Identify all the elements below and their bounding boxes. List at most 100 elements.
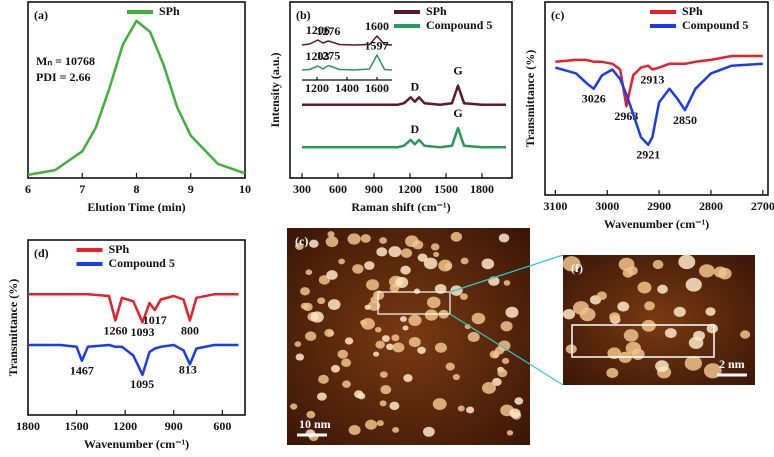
stm-feature [423, 257, 438, 270]
stm-feature [360, 319, 367, 326]
stm-feature [300, 287, 310, 296]
band-label: D [410, 122, 419, 136]
stm-feature [426, 296, 441, 309]
stm-feature [389, 284, 400, 293]
stm-feature [325, 236, 339, 248]
stm-feature [433, 251, 440, 257]
stm-feature [306, 410, 316, 419]
peak-label: 1275 [316, 48, 340, 62]
stm-feature [494, 346, 505, 355]
stm-feature [713, 266, 727, 278]
x-tick-label: 1500 [65, 419, 89, 433]
x-tick-label: 600 [213, 419, 231, 433]
stm-feature [342, 380, 351, 388]
x-tick-label: 1800 [470, 182, 494, 196]
stm-feature [360, 234, 371, 243]
legend-label: Compound 5 [426, 18, 492, 32]
stm-feature [644, 301, 655, 311]
stm-feature [617, 301, 630, 312]
stm-feature [305, 269, 313, 276]
image-label: (f) [571, 261, 583, 275]
peak-label: 1203 [305, 49, 329, 63]
stm-feature [352, 264, 364, 274]
peak-label: 2921 [636, 148, 660, 162]
plot-frame [289, 1, 513, 179]
stm-feature [609, 312, 621, 322]
peak-label: 1276 [316, 24, 340, 38]
stm-feature [399, 316, 407, 322]
y-axis-label: Transmittance (%) [6, 279, 20, 376]
x-tick-label: 900 [365, 182, 383, 196]
stm-feature [366, 279, 380, 291]
stm-feature [740, 330, 751, 339]
zoom-line [449, 254, 564, 293]
stm-feature [464, 323, 471, 330]
stm-feature [631, 348, 645, 360]
stm-feature [309, 239, 319, 248]
band-label: D [410, 79, 419, 93]
stm-feature [457, 405, 465, 412]
stm-feature [655, 360, 669, 372]
stm-feature [460, 257, 469, 265]
stm-feature [403, 374, 413, 383]
stm-feature [664, 328, 677, 339]
stm-feature [481, 382, 496, 394]
peak-label: 2913 [640, 72, 664, 86]
x-tick-label: 1500 [434, 182, 458, 196]
stm-feature [572, 301, 590, 315]
stm-feature [379, 237, 387, 244]
stm-feature [685, 277, 702, 292]
stm-feature [344, 337, 354, 345]
stm-feature [413, 288, 421, 294]
series-line [555, 54, 763, 108]
stm-feature [365, 419, 377, 430]
series-line [28, 343, 239, 377]
stm-feature [641, 319, 656, 332]
stm-feature [338, 258, 345, 265]
stm-feature [317, 392, 327, 401]
stm-feature [392, 426, 400, 433]
stm-feature [481, 258, 495, 270]
stm-feature [408, 336, 421, 348]
stm-feature [434, 342, 447, 353]
stm-feature [514, 397, 524, 405]
stm-feature [295, 242, 304, 251]
stm-feature [380, 384, 392, 395]
x-tick-label: 3000 [595, 199, 619, 213]
stm-feature [467, 331, 480, 343]
stm-feature [618, 257, 635, 272]
stm-feature [375, 326, 382, 333]
stm-feature [391, 334, 400, 342]
x-tick-label: 1600 [365, 81, 389, 95]
stm-feature [357, 392, 366, 400]
stm-feature [492, 377, 502, 387]
stm-feature [430, 243, 440, 251]
stm-feature [606, 367, 619, 379]
series-line [301, 35, 393, 46]
peak-label: 1260 [103, 323, 127, 337]
series-line [555, 62, 763, 147]
annotation: PDI = 2.66 [36, 70, 91, 84]
peak-label: 813 [179, 362, 197, 376]
stm-feature [450, 285, 463, 296]
stm-feature [305, 331, 317, 341]
stm-feature [562, 308, 576, 320]
x-tick-label: 300 [293, 182, 311, 196]
peak-label: 1206 [306, 23, 330, 37]
legend-label: SPh [159, 4, 180, 18]
panel-label: (b) [296, 8, 311, 22]
stm-feature [637, 281, 652, 294]
stm-feature [450, 231, 463, 242]
stm-feature [505, 306, 519, 318]
x-tick-label: 1400 [335, 81, 359, 95]
scale-bar-label: 2 nm [719, 357, 745, 371]
peak-label: 2850 [673, 113, 697, 127]
stm-feature [364, 261, 375, 270]
x-tick-label: 2800 [699, 199, 723, 213]
stm-feature [417, 346, 426, 354]
stm-feature [386, 343, 394, 351]
peak-label: 3026 [582, 92, 606, 106]
stm-feature [388, 246, 402, 258]
stm-feature [445, 362, 455, 371]
stm-feature [290, 403, 298, 410]
